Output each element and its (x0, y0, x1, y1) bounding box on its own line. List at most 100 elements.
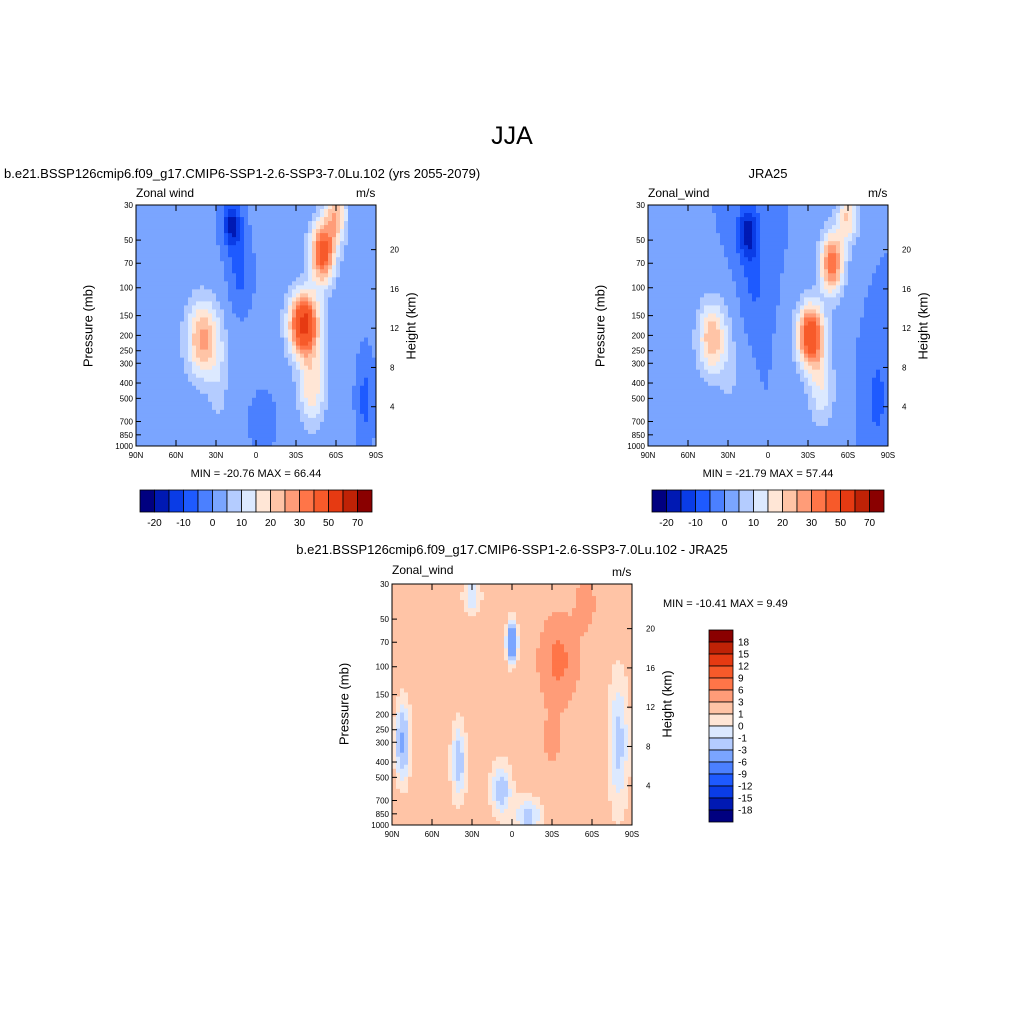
contour-cell (268, 261, 273, 266)
contour-cell (336, 369, 341, 375)
contour-cell (320, 389, 325, 395)
contour-cell (300, 321, 305, 326)
contour-cell (280, 321, 285, 326)
contour-cell (652, 421, 657, 427)
contour-cell (324, 365, 329, 371)
contour-cell (272, 333, 277, 339)
contour-cell (188, 421, 193, 427)
contour-cell (268, 337, 273, 343)
contour-cell (344, 301, 349, 306)
contour-cell (144, 429, 149, 435)
contour-cell (240, 205, 245, 210)
contour-cell (652, 325, 657, 331)
contour-cell (652, 433, 657, 439)
contour-cell (332, 405, 337, 411)
contour-cell (180, 349, 185, 355)
contour-cell (364, 221, 369, 226)
contour-cell (688, 421, 693, 427)
contour-cell (284, 317, 289, 322)
contour-cell (228, 337, 233, 343)
contour-cell (176, 369, 181, 375)
contour-cell (340, 301, 345, 306)
contour-cell (664, 337, 669, 343)
contour-cell (308, 205, 313, 210)
contour-cell (328, 313, 333, 318)
contour-cell (284, 297, 289, 302)
contour-cell (680, 401, 685, 407)
contour-cell (252, 285, 257, 290)
contour-cell (364, 293, 369, 298)
contour-cell (340, 345, 345, 351)
contour-cell (148, 401, 153, 407)
contour-cell (192, 433, 197, 439)
contour-cell (140, 205, 145, 210)
contour-cell (136, 365, 141, 371)
contour-cell (296, 425, 301, 431)
contour-cell (688, 341, 693, 347)
contour-cell (184, 213, 189, 218)
colorbar-box (255, 489, 271, 513)
contour-cell (728, 253, 733, 258)
contour-cell (188, 377, 193, 383)
contour-cell (264, 329, 269, 335)
contour-cell (268, 349, 273, 355)
contour-cell (720, 433, 725, 439)
contour-cell (236, 257, 241, 262)
contour-cell (244, 249, 249, 254)
contour-cell (140, 349, 145, 355)
contour-cell (660, 293, 665, 298)
contour-cell (192, 241, 197, 246)
contour-cell (648, 417, 653, 423)
contour-cell (732, 333, 737, 339)
contour-cell (652, 289, 657, 294)
contour-cell (660, 381, 665, 387)
contour-cell (264, 365, 269, 371)
contour-cell (360, 429, 365, 435)
contour-cell (320, 333, 325, 339)
contour-cell (728, 349, 733, 355)
contour-cell (344, 233, 349, 238)
contour-cell (200, 425, 205, 431)
contour-cell (364, 345, 369, 351)
contour-cell (684, 405, 689, 411)
contour-cell (216, 237, 221, 242)
contour-cell (708, 337, 713, 343)
contour-cell (300, 237, 305, 242)
contour-cell (236, 221, 241, 226)
contour-cell (140, 341, 145, 347)
contour-cell (256, 373, 261, 379)
contour-cell (176, 333, 181, 339)
contour-cell (168, 321, 173, 326)
contour-cell (236, 389, 241, 395)
contour-cell (152, 369, 157, 375)
contour-cell (212, 281, 217, 286)
contour-cell (228, 345, 233, 351)
contour-cell (212, 329, 217, 335)
contour-cell (328, 309, 333, 314)
contour-cell (292, 257, 297, 262)
contour-cell (160, 349, 165, 355)
contour-cell (324, 417, 329, 423)
contour-cell (700, 233, 705, 238)
contour-cell (280, 357, 285, 363)
contour-cell (244, 241, 249, 246)
contour-cell (300, 293, 305, 298)
contour-cell (292, 373, 297, 379)
contour-cell (676, 389, 681, 395)
contour-cell (328, 261, 333, 266)
contour-cell (144, 381, 149, 387)
contour-cell (304, 309, 309, 314)
contour-cell (364, 325, 369, 331)
contour-cell (220, 249, 225, 254)
contour-cell (276, 281, 281, 286)
contour-cell (268, 281, 273, 286)
contour-cell (140, 273, 145, 278)
contour-cell (312, 297, 317, 302)
contour-cell (732, 249, 737, 254)
contour-cell (256, 433, 261, 439)
contour-cell (716, 349, 721, 355)
contour-cell (648, 425, 653, 431)
contour-cell (204, 229, 209, 234)
contour-cell (140, 405, 145, 411)
contour-cell (716, 373, 721, 379)
